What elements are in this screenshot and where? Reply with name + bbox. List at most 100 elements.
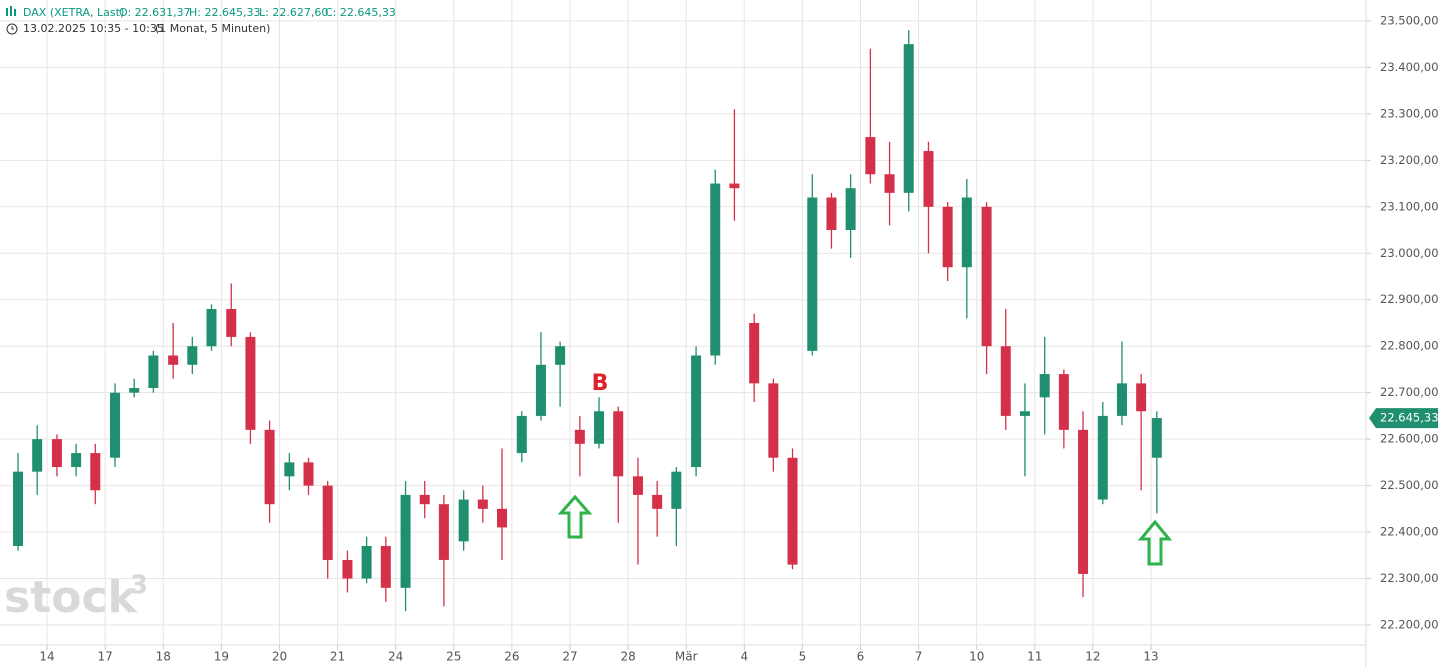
candle-body [826, 197, 837, 231]
y-tick-label: 22.700,00 [1380, 385, 1439, 399]
candle-body [361, 546, 372, 579]
icon [10, 6, 12, 16]
x-tick-label: 28 [620, 650, 635, 664]
candle-body [458, 499, 469, 542]
instrument: DAX (XETRA, Last) [23, 6, 124, 19]
candle-body [613, 411, 624, 477]
x-tick-label: Mär [675, 650, 698, 664]
candle-body [322, 485, 333, 560]
candle-body [1078, 429, 1089, 574]
candle-body [1151, 418, 1162, 458]
y-tick-label: 22.900,00 [1380, 292, 1439, 306]
x-tick-label: 18 [156, 650, 171, 664]
y-tick-label: 23.400,00 [1380, 60, 1439, 74]
y-tick-label: 23.200,00 [1380, 153, 1439, 167]
candle-body [1039, 374, 1050, 398]
y-tick-label: 22.800,00 [1380, 339, 1439, 353]
arrow [1137, 519, 1173, 566]
candle-body [1097, 415, 1108, 500]
candle-body [535, 364, 546, 416]
candle-body [206, 309, 217, 347]
low: L: 22.627,60 [259, 6, 328, 19]
candle-body [710, 183, 721, 356]
y-tick-label: 23.000,00 [1380, 246, 1439, 260]
period: (1 Monat, 5 Minuten) [155, 22, 270, 35]
candle-body [264, 429, 275, 505]
time: 13.02.2025 10:35 - 10:35 [23, 22, 164, 35]
candle-body [787, 457, 798, 565]
candle-body [652, 494, 663, 509]
candle-body [342, 559, 353, 579]
icon [14, 9, 16, 16]
clock-icon [6, 23, 18, 35]
candle-body [574, 429, 585, 444]
candle-body [303, 462, 314, 486]
candle-body [516, 415, 527, 454]
candle-body [981, 206, 992, 347]
candle-body [90, 453, 101, 491]
watermark: stock 3 [4, 571, 148, 624]
x-tick-label: 26 [504, 650, 519, 664]
candle-body [187, 346, 198, 365]
x-tick-label: 17 [98, 650, 113, 664]
candles [13, 30, 1162, 612]
candle-body [749, 322, 760, 384]
grid [0, 0, 1366, 645]
candle-body [148, 355, 159, 389]
high: H: 22.645,33 [189, 6, 260, 19]
candle-body [168, 355, 179, 365]
candle-body [1019, 411, 1030, 416]
x-tick-label: 12 [1085, 650, 1100, 664]
candle-body [807, 197, 818, 351]
candle-body [942, 206, 953, 268]
candle-body [226, 309, 237, 337]
x-tick-label: 5 [799, 650, 807, 664]
candle-body [1000, 346, 1011, 416]
x-tick-label: 24 [388, 650, 403, 664]
y-tick-label: 22.500,00 [1380, 478, 1439, 492]
close: C: 22.645,33 [325, 6, 396, 19]
header: DAX (XETRA, Last) O: 22.631,37 H: 22.645… [6, 6, 396, 35]
annotations: B [557, 371, 1173, 566]
x-tick-label: 20 [272, 650, 287, 664]
candle-body [13, 471, 24, 547]
candle-body [903, 44, 914, 193]
icon [6, 8, 8, 16]
candle-body [419, 494, 430, 505]
annotation: B [592, 371, 609, 396]
x-tick-label: 27 [562, 650, 577, 664]
candle-body [438, 504, 449, 560]
arrow [557, 494, 593, 539]
x-tick-label: 6 [857, 650, 865, 664]
x-tick-label: 25 [446, 650, 461, 664]
watermark-sup: 3 [130, 571, 148, 601]
candle-body [1116, 383, 1127, 416]
candle-body [110, 392, 121, 458]
last-price-tag [1369, 408, 1438, 429]
y-tick-label: 23.500,00 [1380, 13, 1439, 27]
candle-body [671, 471, 682, 509]
y-tick-label: 23.100,00 [1380, 199, 1439, 213]
open: O: 22.631,37 [119, 6, 191, 19]
candle-body [1136, 383, 1147, 412]
candle-body [691, 355, 702, 468]
y-tick-label: 22.300,00 [1380, 571, 1439, 585]
candle-body [594, 411, 605, 444]
candle-body [555, 346, 566, 365]
x-tick-label: 13 [1143, 650, 1158, 664]
candle-body [51, 439, 62, 468]
candle-body [884, 174, 895, 193]
candle-body [284, 462, 295, 477]
watermark-text: stock [4, 572, 139, 623]
candle-body [71, 453, 82, 468]
candle-body [961, 197, 972, 268]
candle-body [768, 383, 779, 458]
x-tick-label: 4 [740, 650, 748, 664]
x-tick-label: 14 [39, 650, 54, 664]
candle-body [923, 151, 934, 207]
y-tick-label: 22.600,00 [1380, 432, 1439, 446]
candle-body [497, 508, 508, 528]
clock-icon [11, 26, 14, 30]
candle-body [245, 336, 256, 430]
